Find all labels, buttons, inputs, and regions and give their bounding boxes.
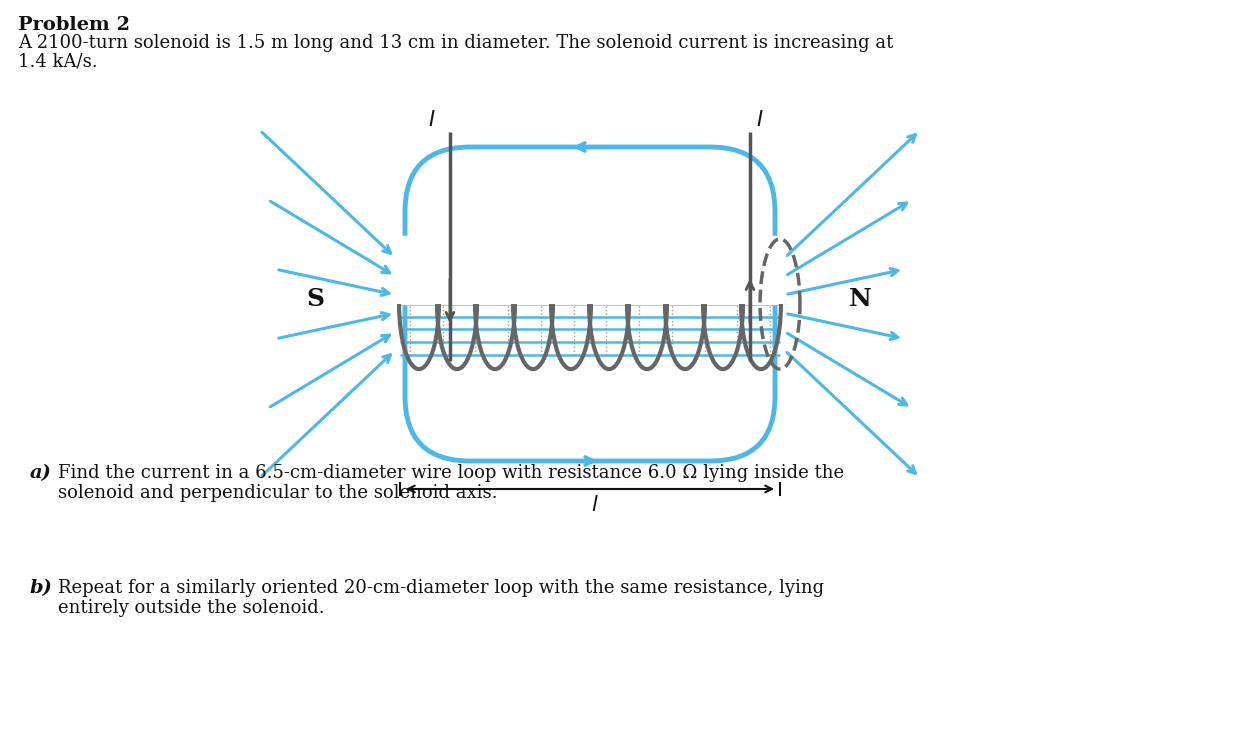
Text: a): a)	[30, 464, 52, 482]
Text: Repeat for a similarly oriented 20-cm-diameter loop with the same resistance, ly: Repeat for a similarly oriented 20-cm-di…	[58, 579, 824, 597]
Text: solenoid and perpendicular to the solenoid axis.: solenoid and perpendicular to the soleno…	[58, 484, 497, 502]
Text: N: N	[849, 287, 872, 311]
Text: entirely outside the solenoid.: entirely outside the solenoid.	[58, 599, 325, 617]
Text: A 2100-turn solenoid is 1.5 m long and 13 cm in diameter. The solenoid current i: A 2100-turn solenoid is 1.5 m long and 1…	[18, 34, 893, 52]
Text: Find the current in a 6.5-cm-diameter wire loop with resistance 6.0 Ω lying insi: Find the current in a 6.5-cm-diameter wi…	[58, 464, 844, 482]
Text: Problem 2: Problem 2	[18, 16, 130, 34]
Text: 1.4 kA/s.: 1.4 kA/s.	[18, 52, 98, 70]
Text: b): b)	[30, 579, 53, 597]
Text: $I$: $I$	[429, 110, 437, 130]
Text: $I$: $I$	[756, 110, 764, 130]
Bar	[395, 236, 785, 304]
Text: $l$: $l$	[591, 495, 599, 515]
Text: S: S	[306, 287, 325, 311]
